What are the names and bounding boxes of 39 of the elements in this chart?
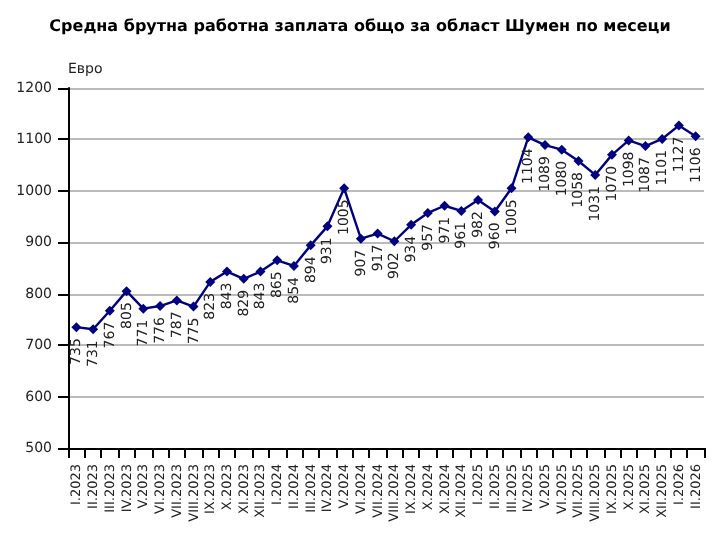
point <box>523 132 534 143</box>
point <box>506 183 517 194</box>
point <box>71 322 82 333</box>
point <box>590 169 601 180</box>
point <box>188 301 199 312</box>
point <box>673 120 684 131</box>
point <box>222 266 232 277</box>
point <box>657 133 668 144</box>
point <box>155 301 166 312</box>
point <box>422 207 433 218</box>
point <box>489 206 500 217</box>
point <box>138 303 149 314</box>
point <box>288 260 299 271</box>
point <box>690 131 701 142</box>
point <box>640 141 651 152</box>
point <box>372 228 383 239</box>
point <box>305 240 316 251</box>
point <box>171 295 182 306</box>
point <box>121 286 132 297</box>
point <box>456 205 467 216</box>
point <box>355 233 366 244</box>
point <box>272 255 283 266</box>
chart-title: Средна брутна работна заплата общо за област Шумен по месеци <box>49 17 671 35</box>
point <box>540 140 550 151</box>
point <box>238 273 249 284</box>
point <box>88 324 99 335</box>
point <box>322 221 333 232</box>
point <box>556 144 567 155</box>
point <box>205 276 216 287</box>
point <box>606 149 617 160</box>
point <box>104 305 115 316</box>
point <box>573 156 584 167</box>
point <box>473 195 484 206</box>
point <box>255 266 266 277</box>
point <box>623 135 634 146</box>
point <box>339 183 350 194</box>
point <box>389 236 400 247</box>
point <box>406 219 417 230</box>
point <box>439 200 450 211</box>
